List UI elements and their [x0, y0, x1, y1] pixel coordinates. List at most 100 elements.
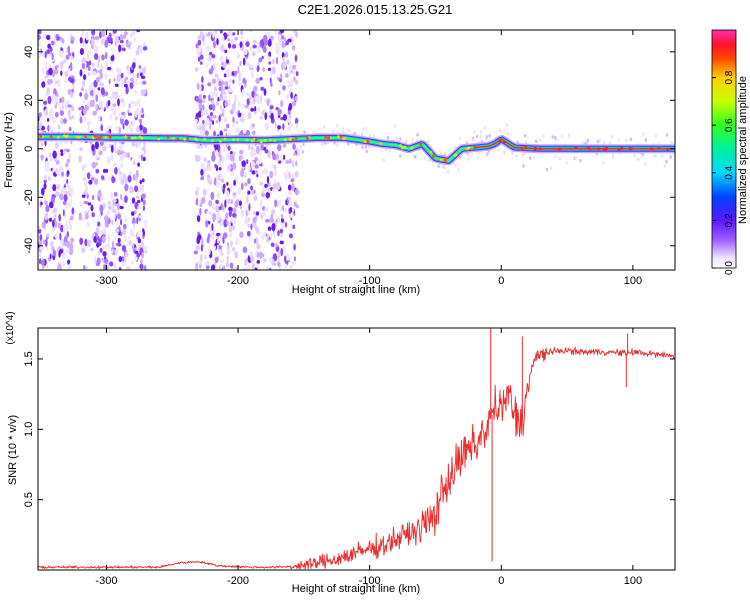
ridge-hotspot [183, 137, 187, 141]
noise-speckle [278, 34, 282, 38]
noise-speckle [246, 230, 251, 237]
noise-speckle [395, 136, 398, 140]
ridge-hotspot [75, 135, 79, 139]
noise-speckle [535, 139, 538, 144]
noise-speckle [447, 169, 450, 174]
noise-speckle [129, 186, 134, 194]
noise-speckle [116, 73, 122, 82]
noise-speckle [265, 219, 270, 223]
noise-speckle [132, 217, 136, 225]
noise-speckle [201, 75, 204, 84]
noise-speckle [134, 185, 139, 192]
noise-speckle [141, 146, 146, 152]
ridge-hotspot [429, 150, 433, 154]
noise-speckle [46, 117, 50, 122]
noise-speckle [117, 149, 121, 156]
noise-speckle [226, 123, 230, 129]
noise-speckle [294, 188, 300, 196]
spectrogram-x-tick-label: 100 [624, 275, 642, 287]
noise-speckle [222, 232, 228, 239]
noise-speckle [234, 251, 239, 259]
noise-speckle [197, 35, 201, 39]
noise-speckle [114, 249, 119, 256]
noise-speckle [70, 238, 73, 245]
noise-speckle [214, 142, 219, 151]
snr-x-tick-label: -300 [95, 575, 117, 587]
noise-speckle [110, 191, 113, 200]
noise-speckle [132, 173, 136, 181]
colorbar-tick-label: 0.6 [724, 118, 735, 132]
noise-speckle [62, 251, 67, 258]
noise-speckle [220, 173, 223, 179]
noise-speckle [301, 150, 305, 154]
noise-speckle [228, 206, 233, 212]
snr-x-tick-label: 100 [624, 575, 642, 587]
spectrogram-y-tick-label: 0 [23, 146, 35, 152]
noise-speckle [284, 263, 288, 270]
noise-speckle [136, 30, 141, 33]
noise-speckle [139, 119, 142, 126]
noise-speckle [285, 73, 289, 78]
noise-speckle [288, 69, 292, 76]
noise-speckle [38, 240, 43, 246]
noise-speckle [294, 95, 298, 101]
noise-speckle [69, 187, 74, 194]
noise-speckle [331, 129, 334, 134]
noise-speckle [277, 144, 282, 152]
noise-speckle [130, 100, 135, 105]
noise-speckle [141, 240, 144, 249]
noise-speckle [610, 134, 614, 139]
noise-speckle [248, 126, 254, 130]
noise-speckle [362, 127, 365, 131]
noise-speckle [44, 200, 48, 206]
noise-speckle [100, 87, 105, 95]
noise-speckle [43, 100, 47, 105]
noise-speckle [61, 171, 64, 177]
noise-speckle [84, 88, 89, 94]
ridge-hotspot [219, 139, 222, 143]
noise-speckle [64, 190, 68, 196]
noise-speckle [91, 212, 95, 218]
noise-speckle [287, 171, 292, 179]
noise-speckle [281, 35, 285, 40]
noise-speckle [48, 124, 51, 132]
noise-speckle [69, 224, 73, 230]
noise-speckle [551, 135, 554, 139]
noise-speckle [99, 247, 103, 253]
noise-speckle [135, 169, 139, 179]
noise-speckle [124, 251, 129, 257]
ridge-hotspot [138, 135, 142, 139]
noise-speckle [39, 245, 44, 251]
noise-speckle [238, 200, 242, 206]
noise-speckle [236, 199, 239, 203]
noise-speckle [224, 212, 229, 220]
noise-speckle [128, 235, 131, 240]
ridge-hotspot [439, 158, 443, 162]
noise-speckle [208, 104, 213, 111]
noise-speckle [281, 40, 285, 48]
noise-speckle [56, 170, 61, 176]
noise-speckle [232, 162, 237, 170]
noise-speckle [286, 169, 289, 173]
noise-speckle [221, 81, 225, 86]
noise-speckle [128, 103, 131, 109]
ridge-hotspot [288, 137, 292, 141]
noise-speckle [197, 234, 202, 241]
noise-speckle [81, 87, 84, 92]
noise-speckle [140, 72, 143, 77]
noise-speckle [67, 148, 70, 153]
noise-speckle [106, 156, 111, 164]
noise-speckle [251, 130, 256, 136]
noise-speckle [50, 157, 53, 162]
noise-speckle [268, 61, 272, 65]
noise-speckle [130, 120, 133, 127]
noise-speckle [261, 55, 264, 60]
ridge-hotspot [467, 146, 471, 150]
noise-speckle [264, 149, 269, 154]
noise-speckle [112, 199, 117, 203]
noise-speckle [222, 62, 227, 69]
noise-speckle [250, 223, 253, 230]
noise-speckle [279, 30, 285, 34]
noise-speckle [255, 145, 260, 154]
